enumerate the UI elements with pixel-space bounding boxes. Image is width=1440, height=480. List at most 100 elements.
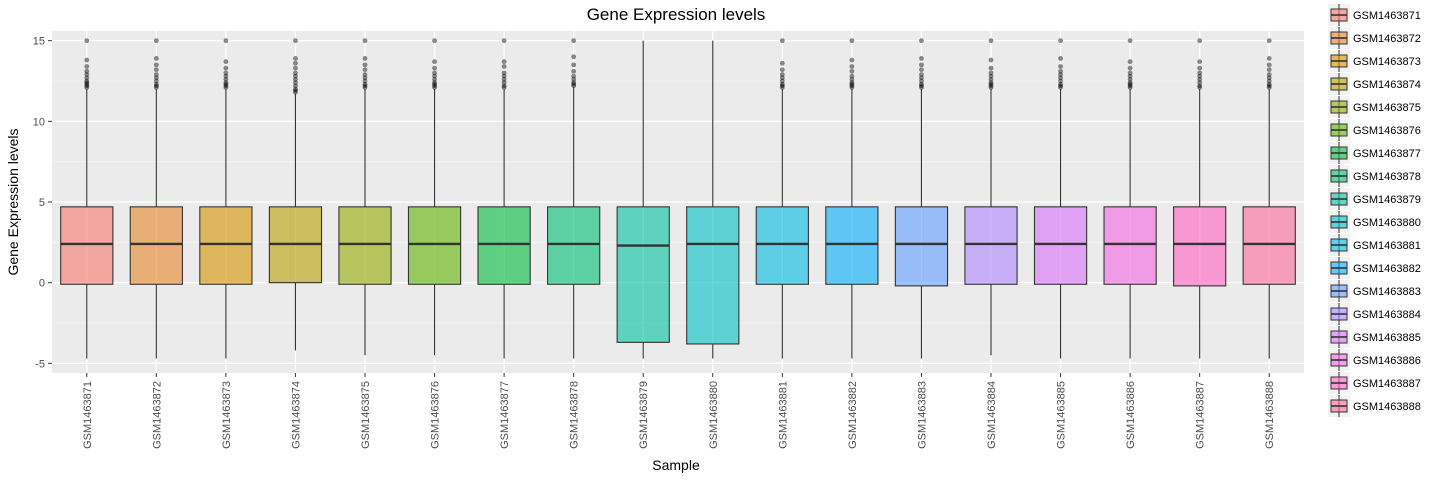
outlier-point <box>849 73 855 79</box>
outlier-point <box>501 76 507 82</box>
legend-label: GSM1463874 <box>1353 79 1421 91</box>
outlier-point <box>1197 76 1203 82</box>
x-axis-title: Sample <box>652 457 700 473</box>
x-tick-label: GSM1463880 <box>708 381 720 449</box>
outlier-point <box>223 70 229 76</box>
outlier-point <box>362 56 368 61</box>
outlier-point <box>362 72 368 77</box>
outlier-point <box>571 62 577 68</box>
outlier-point <box>362 75 368 81</box>
box-GSM1463888 <box>1242 38 1296 359</box>
outlier-point <box>432 85 437 90</box>
box-GSM1463880 <box>686 40 740 359</box>
outlier-point <box>919 75 924 81</box>
legend-label: GSM1463872 <box>1353 33 1421 45</box>
outlier-point <box>1058 78 1063 84</box>
y-tick-label: 10 <box>33 116 45 128</box>
legend-label: GSM1463879 <box>1353 194 1421 206</box>
x-tick-label: GSM1463878 <box>569 381 581 449</box>
legend-label: GSM1463885 <box>1353 332 1421 344</box>
outlier-point <box>84 64 90 69</box>
outlier-point <box>988 76 994 82</box>
outlier-point <box>501 73 507 79</box>
outlier-point <box>779 83 785 89</box>
legend-label: GSM1463875 <box>1353 102 1421 114</box>
box-GSM1463879 <box>616 40 670 359</box>
legend-label: GSM1463877 <box>1353 148 1421 160</box>
outlier-point <box>1127 81 1133 87</box>
box-body <box>407 206 462 285</box>
legend-item-GSM1463884: GSM1463884 <box>1328 303 1421 325</box>
outlier-point <box>293 83 298 89</box>
outlier-point <box>571 81 577 87</box>
x-tick-label: GSM1463883 <box>916 381 928 449</box>
outlier-point <box>1197 83 1203 89</box>
legend-label: GSM1463881 <box>1353 240 1421 252</box>
legend-item-GSM1463888: GSM1463888 <box>1328 395 1421 417</box>
outlier-point <box>1127 70 1133 76</box>
box-body <box>825 206 879 285</box>
outlier-point <box>571 38 577 44</box>
legend-item-GSM1463871: GSM1463871 <box>1328 4 1421 26</box>
outlier-point <box>1058 81 1063 87</box>
legend-item-GSM1463881: GSM1463881 <box>1328 234 1421 256</box>
box-GSM1463884 <box>964 38 1018 356</box>
legend-label: GSM1463884 <box>1353 309 1421 321</box>
outlier-point <box>293 80 298 86</box>
outlier-point <box>153 56 159 61</box>
outlier-point <box>293 76 298 82</box>
x-tick-label: GSM1463874 <box>290 381 302 449</box>
outlier-point <box>153 62 159 68</box>
outlier-point <box>1058 72 1063 77</box>
outlier-point <box>501 64 507 69</box>
outlier-point <box>919 56 924 61</box>
x-tick-label: GSM1463882 <box>847 381 859 449</box>
outlier-point <box>1127 76 1133 82</box>
outlier-point <box>432 83 437 89</box>
box-body <box>894 206 949 287</box>
box-body <box>338 206 392 285</box>
outlier-point <box>293 60 298 66</box>
x-tick-label: GSM1463875 <box>360 381 372 449</box>
outlier-point <box>1127 38 1133 44</box>
outlier-point <box>1127 65 1133 71</box>
box-series <box>60 38 1296 359</box>
outlier-point <box>571 83 577 89</box>
x-tick-label: GSM1463886 <box>1125 381 1137 449</box>
outlier-point <box>432 73 437 79</box>
box-body <box>755 206 809 285</box>
outlier-point <box>153 67 159 73</box>
box-GSM1463877 <box>477 38 531 359</box>
outlier-point <box>1058 83 1063 89</box>
outlier-point <box>988 65 994 71</box>
outlier-point <box>293 56 298 61</box>
box-GSM1463872 <box>129 38 183 359</box>
x-tick-label: GSM1463872 <box>151 381 163 449</box>
outlier-point <box>153 72 159 77</box>
outlier-point <box>988 70 994 76</box>
outlier-point <box>153 81 159 87</box>
legend-label: GSM1463887 <box>1353 378 1421 390</box>
legend-label: GSM1463882 <box>1353 263 1421 275</box>
outlier-point <box>432 80 437 86</box>
outlier-point <box>849 81 855 87</box>
legend-item-GSM1463875: GSM1463875 <box>1328 96 1421 118</box>
outlier-point <box>362 78 368 84</box>
outlier-point <box>84 72 90 77</box>
outlier-point <box>1058 75 1063 81</box>
legend-item-GSM1463879: GSM1463879 <box>1328 188 1421 210</box>
outlier-point <box>223 59 229 65</box>
outlier-point <box>501 38 507 44</box>
x-tick-label: GSM1463881 <box>777 381 789 449</box>
outlier-point <box>84 83 90 89</box>
outlier-point <box>779 75 785 81</box>
outlier-point <box>153 85 159 90</box>
outlier-point <box>919 72 924 77</box>
x-tick-label: GSM1463879 <box>638 381 650 449</box>
legend-label: GSM1463888 <box>1353 401 1421 413</box>
legend-item-GSM1463874: GSM1463874 <box>1328 73 1421 95</box>
x-tick-label: GSM1463887 <box>1195 381 1207 449</box>
x-tick-label: GSM1463876 <box>430 381 442 449</box>
box-body <box>616 206 670 343</box>
